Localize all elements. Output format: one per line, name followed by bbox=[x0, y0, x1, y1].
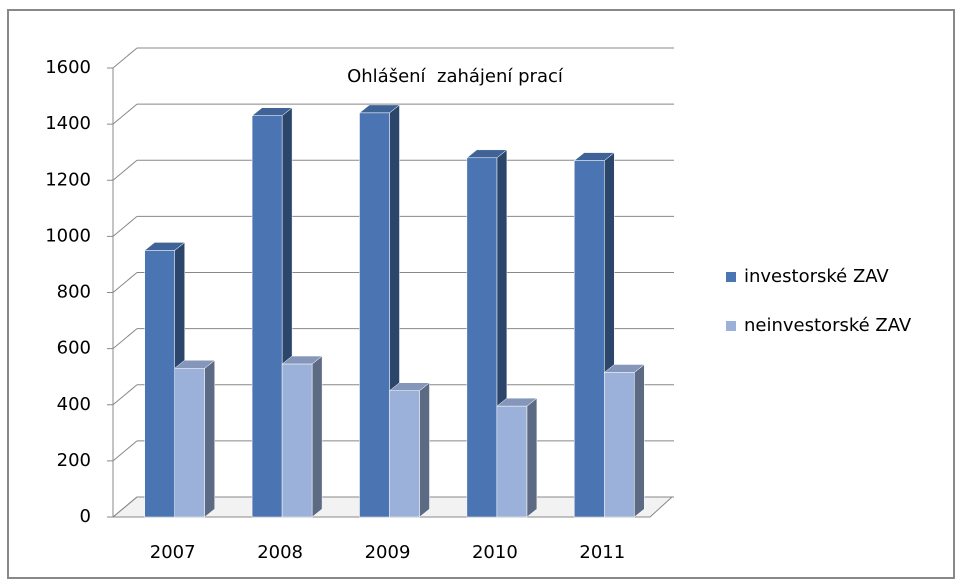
x-tick-label: 2011 bbox=[579, 542, 625, 563]
legend-swatch bbox=[726, 272, 736, 282]
y-tick-label: 400 bbox=[57, 394, 91, 415]
y-tick-label: 0 bbox=[80, 506, 91, 527]
x-tick-label: 2010 bbox=[472, 542, 518, 563]
x-tick-label: 2007 bbox=[150, 542, 196, 563]
grid-line bbox=[112, 440, 138, 462]
bar bbox=[359, 112, 390, 518]
bar bbox=[174, 368, 205, 518]
bar bbox=[144, 250, 175, 518]
y-tick-label: 1200 bbox=[45, 169, 91, 190]
bar-side bbox=[634, 363, 645, 518]
grid-line bbox=[112, 215, 138, 237]
grid-line bbox=[112, 159, 138, 181]
y-tick-label: 1400 bbox=[45, 113, 91, 134]
y-tick-label: 600 bbox=[57, 338, 91, 359]
y-tick-label: 1600 bbox=[45, 57, 91, 78]
bar bbox=[496, 405, 528, 518]
y-tick-label: 800 bbox=[57, 282, 91, 303]
legend-label: neinvestorské ZAV bbox=[744, 315, 912, 336]
bar-side bbox=[419, 382, 430, 518]
grid-line bbox=[112, 272, 138, 293]
bar-side bbox=[204, 359, 215, 518]
grid-line bbox=[112, 103, 138, 125]
bar bbox=[604, 372, 635, 518]
legend-swatch bbox=[726, 321, 736, 331]
grid-line bbox=[112, 47, 138, 69]
chart-title: Ohlášení zahájení prací bbox=[347, 66, 564, 87]
x-tick-label: 2008 bbox=[257, 542, 303, 563]
bar bbox=[466, 157, 498, 518]
grid-line bbox=[112, 496, 138, 518]
bar-side bbox=[526, 397, 538, 518]
grid-line bbox=[112, 328, 138, 350]
y-tick-label: 200 bbox=[57, 450, 91, 471]
bar bbox=[574, 160, 605, 518]
grid-line bbox=[112, 384, 138, 406]
y-tick-label: 1000 bbox=[45, 225, 91, 246]
x-tick-label: 2009 bbox=[365, 542, 411, 563]
legend-label: investorské ZAV bbox=[744, 266, 889, 287]
bar bbox=[251, 115, 283, 518]
bar-side bbox=[311, 355, 323, 518]
bar bbox=[281, 363, 313, 518]
bar bbox=[389, 390, 420, 518]
